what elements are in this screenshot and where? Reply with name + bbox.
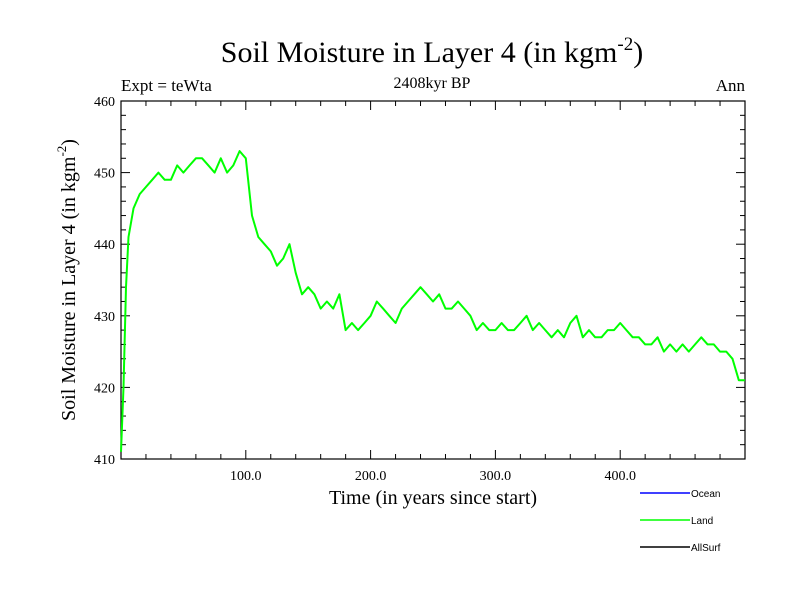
y-axis-label: Soil Moisture in Layer 4 (in kgm-2)	[54, 139, 80, 421]
experiment-label: Expt = teWta	[121, 76, 212, 95]
plot-frame	[120, 100, 746, 460]
x-tick-label: 200.0	[355, 469, 387, 484]
series-line-land	[120, 150, 745, 452]
legend-label-land: Land	[691, 516, 713, 527]
x-tick-label: 300.0	[480, 469, 512, 484]
y-tick-label: 450	[94, 167, 115, 182]
plot-area: 410 420 430 440 450 460 100.0 200.0 300.0 400.0	[94, 95, 746, 484]
legend: Ocean Land AllSurf	[640, 489, 721, 554]
x-axis-label: Time (in years since start)	[329, 487, 537, 509]
season-label: Ann	[716, 76, 746, 95]
chart-subtitle: 2408kyr BP	[394, 75, 471, 92]
chart-title: Soil Moisture in Layer 4 (in kgm-2)	[221, 34, 643, 69]
y-tick-label: 430	[94, 310, 115, 325]
legend-label-ocean: Ocean	[691, 489, 720, 500]
legend-label-allsurf: AllSurf	[691, 543, 721, 554]
y-tick-label: 410	[94, 453, 115, 468]
y-tick-label: 420	[94, 381, 115, 396]
x-tick-label: 400.0	[604, 469, 636, 484]
x-tick-label: 100.0	[230, 469, 262, 484]
y-tick-label: 440	[94, 238, 115, 253]
y-tick-label: 460	[94, 95, 115, 110]
